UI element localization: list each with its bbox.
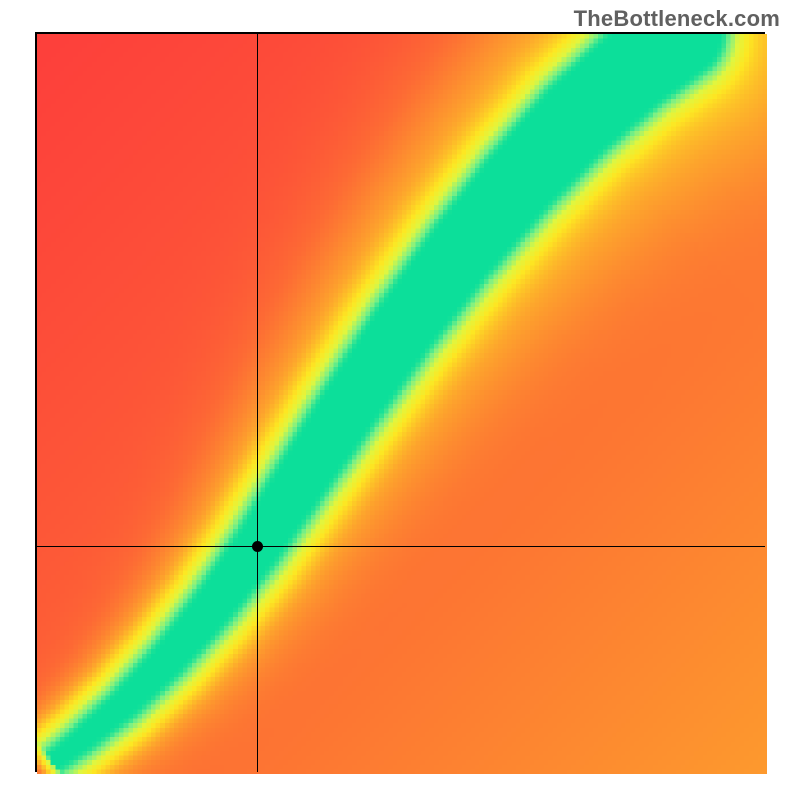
chart-container: TheBottleneck.com: [0, 0, 800, 800]
watermark-text: TheBottleneck.com: [574, 6, 780, 32]
crosshair-horizontal: [35, 546, 765, 547]
heatmap-canvas: [37, 34, 767, 774]
marker-point: [252, 541, 263, 552]
heatmap-frame: [35, 32, 765, 772]
crosshair-vertical: [257, 32, 258, 772]
